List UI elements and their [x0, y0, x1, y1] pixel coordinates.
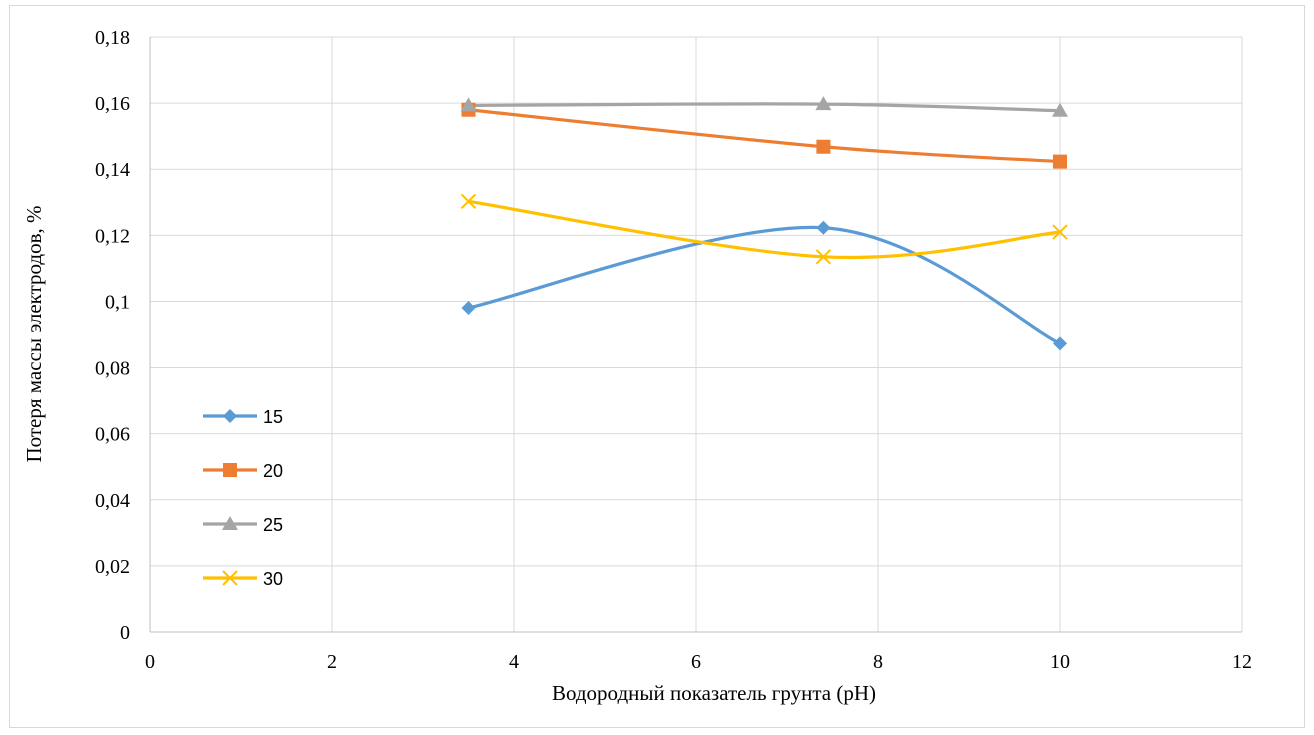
- y-tick-label: 0,06: [95, 424, 130, 446]
- legend-item-20: 20: [203, 461, 283, 481]
- y-tick-label: 0,16: [95, 93, 130, 115]
- legend-marker: [222, 516, 238, 530]
- axes: [149, 37, 1242, 633]
- legend-label: 30: [263, 569, 283, 589]
- tick-labels: 0 0,02 0,04 0,06 0,08 0,1 0,12 0,14 0,16 0,18 0 2 4 6…: [95, 27, 1252, 673]
- x-tick-label: 12: [1232, 651, 1252, 673]
- data-point-15: [461, 301, 476, 316]
- x-tick-label: 4: [509, 651, 519, 673]
- y-tick-label: 0,08: [95, 358, 130, 380]
- series-line-25: [466, 102, 1062, 113]
- legend: 15 20 25 30: [203, 407, 283, 589]
- data-point-25: [460, 97, 477, 112]
- legend-label: 20: [263, 461, 283, 481]
- data-point-15: [1053, 336, 1067, 351]
- y-tick-label: 0: [120, 622, 130, 644]
- y-axis-title: Потеря массы электродов, %: [22, 205, 46, 462]
- y-tick-label: 0,18: [95, 27, 130, 49]
- legend-item-15: 15: [203, 407, 283, 427]
- data-point-30: [815, 249, 832, 265]
- legend-marker: [223, 463, 237, 477]
- data-point-30: [460, 193, 477, 209]
- series-line-30: [466, 199, 1062, 260]
- x-tick-label: 8: [873, 651, 883, 673]
- y-tick-label: 0,1: [105, 291, 130, 313]
- series-line-20: [466, 108, 1062, 164]
- y-tick-label: 0,04: [95, 490, 130, 512]
- x-tick-label: 2: [327, 651, 337, 673]
- x-tick-label: 10: [1050, 651, 1070, 673]
- legend-label: 25: [263, 515, 283, 535]
- legend-marker: [222, 570, 238, 586]
- y-tick-label: 0,14: [95, 159, 130, 181]
- y-tick-label: 0,12: [95, 225, 130, 247]
- data-point-30: [1052, 224, 1068, 240]
- series-markers: [460, 96, 1068, 351]
- series-lines: [466, 102, 1062, 346]
- legend-item-30: 30: [203, 569, 283, 589]
- grid-lines: [150, 36, 1243, 632]
- data-point-25: [815, 96, 832, 111]
- legend-label: 15: [263, 407, 283, 427]
- data-point-20: [1053, 154, 1067, 169]
- x-tick-label: 0: [145, 651, 155, 673]
- data-point-25: [1052, 102, 1068, 117]
- legend-item-25: 25: [203, 515, 283, 535]
- x-axis-title: Водородный показатель грунта (pH): [552, 681, 876, 705]
- y-tick-label: 0,02: [95, 556, 130, 578]
- x-tick-label: 6: [691, 651, 701, 673]
- data-point-15: [816, 220, 831, 235]
- series-line-15: [466, 225, 1062, 346]
- chart-frame: [9, 5, 1305, 728]
- legend-marker: [223, 409, 237, 423]
- data-point-20: [816, 139, 831, 154]
